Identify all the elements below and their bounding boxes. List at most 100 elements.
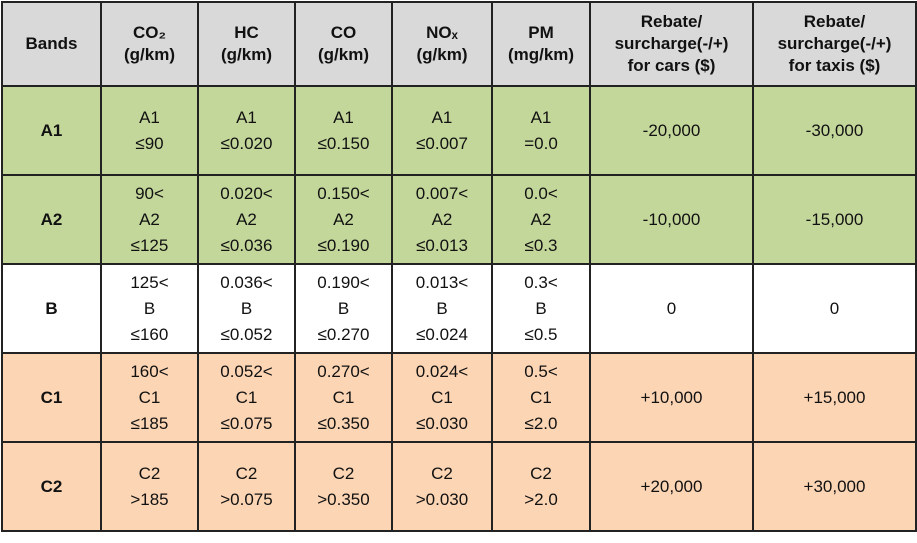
cell-line: A1 xyxy=(333,107,354,127)
value-cell: 0.5< C1 ≤2.0 xyxy=(491,352,591,443)
cell-line: >0.075 xyxy=(220,489,273,509)
cell-line: A2 xyxy=(530,209,552,229)
bands-table: Bands CO₂ (g/km) HC (g/km) CO (g/km) NOₓ (g/km) P… xyxy=(1,1,917,532)
cell-line: C2 xyxy=(235,463,258,483)
value-cell: -20,000 xyxy=(589,85,754,176)
cell-line: PM xyxy=(528,23,554,42)
cell-line: 0.020< xyxy=(220,183,273,203)
cell-line: =0.0 xyxy=(524,133,558,153)
cell-line: NOₓ xyxy=(426,23,458,42)
cell-line: B xyxy=(436,298,448,318)
value-cell: 0.190< B ≤0.270 xyxy=(294,263,393,354)
cell-line: ≤0.270 xyxy=(317,324,370,344)
cell-line: ≤90 xyxy=(135,133,164,153)
cell-line: Rebate/ xyxy=(803,12,866,31)
value-cell: 0.036< B ≤0.052 xyxy=(197,263,296,354)
cell-line: +20,000 xyxy=(640,476,703,496)
cell-line: HC xyxy=(234,23,259,42)
cell-line: ≤0.007 xyxy=(416,133,468,153)
cell-line: C1 xyxy=(40,387,63,407)
cell-line: ≤0.013 xyxy=(416,235,468,255)
cell-line: 0 xyxy=(666,298,677,318)
cell-line: A2 xyxy=(431,209,453,229)
cell-line: ≤0.150 xyxy=(317,133,370,153)
cell-line: A1 xyxy=(40,120,63,140)
cell-line: for cars ($) xyxy=(627,56,716,75)
cell-line: Rebate/ xyxy=(640,12,703,31)
value-cell: A1 =0.0 xyxy=(491,85,591,176)
value-cell: C2 >0.075 xyxy=(197,441,296,532)
value-cell: A1 ≤0.020 xyxy=(197,85,296,176)
cell-line: B xyxy=(143,298,156,318)
header-cell: HC (g/km) xyxy=(197,1,296,87)
header-cell: PM (mg/km) xyxy=(491,1,591,87)
value-cell: +15,000 xyxy=(752,352,917,443)
table-row: A1 A1 ≤90 A1 ≤0.020 A1 ≤0.150 A1 ≤0.007 A1 =0.0 -20… xyxy=(1,85,917,176)
value-cell: C2 >0.030 xyxy=(391,441,493,532)
cell-line: -10,000 xyxy=(642,209,701,229)
cell-line: (g/km) xyxy=(124,45,175,64)
band-cell: A2 xyxy=(1,174,102,265)
table-row: C2 C2 >185 C2 >0.075 C2 >0.350 C2 >0.030 C2 >2.0 +2… xyxy=(1,441,917,532)
cell-line: 125< xyxy=(130,272,169,292)
cell-line: CO₂ xyxy=(132,23,167,42)
cell-line: A1 xyxy=(236,107,257,127)
cell-line: A2 xyxy=(236,209,257,229)
cell-line: 90< xyxy=(135,183,164,203)
value-cell: -10,000 xyxy=(589,174,754,265)
cell-line: -30,000 xyxy=(805,120,864,140)
cell-line: C1 xyxy=(332,387,355,407)
cell-line: ≤2.0 xyxy=(524,413,558,433)
cell-line: surcharge(-/+) xyxy=(777,34,892,53)
value-cell: 0.020< A2 ≤0.036 xyxy=(197,174,296,265)
cell-line: C2 xyxy=(530,463,552,483)
cell-line: A1 xyxy=(530,107,552,127)
cell-line: B xyxy=(240,298,253,318)
cell-line: C1 xyxy=(235,387,258,407)
table-row: A2 90< A2 ≤125 0.020< A2 ≤0.036 0.150< A2 ≤0.190 0… xyxy=(1,174,917,265)
header-cell: CO₂ (g/km) xyxy=(100,1,199,87)
value-cell: +30,000 xyxy=(752,441,917,532)
cell-line: (g/km) xyxy=(318,45,369,64)
value-cell: 0.270< C1 ≤0.350 xyxy=(294,352,393,443)
cell-line: A1 xyxy=(431,107,453,127)
cell-line: >0.030 xyxy=(415,489,469,509)
value-cell: C2 >0.350 xyxy=(294,441,393,532)
cell-line: C1 xyxy=(138,387,161,407)
header-cell: CO (g/km) xyxy=(294,1,393,87)
cell-line: ≤0.190 xyxy=(317,235,370,255)
value-cell: A1 ≤90 xyxy=(100,85,199,176)
value-cell: 125< B ≤160 xyxy=(100,263,199,354)
band-cell: C2 xyxy=(1,441,102,532)
cell-line: >0.350 xyxy=(317,489,370,509)
cell-line: ≤0.052 xyxy=(220,324,273,344)
cell-line: CO xyxy=(330,23,357,42)
value-cell: 0.007< A2 ≤0.013 xyxy=(391,174,493,265)
header-cell: NOₓ (g/km) xyxy=(391,1,493,87)
value-cell: +20,000 xyxy=(589,441,754,532)
cell-line: 0.3< xyxy=(524,272,558,292)
cell-line: ≤0.3 xyxy=(524,235,558,255)
value-cell: C2 >2.0 xyxy=(491,441,591,532)
cell-line: ≤0.5 xyxy=(524,324,558,344)
cell-line: 0.150< xyxy=(317,183,370,203)
cell-line: C1 xyxy=(431,387,453,407)
cell-line: 0 xyxy=(829,298,840,318)
cell-line: ≤125 xyxy=(130,235,169,255)
cell-line: 0.052< xyxy=(220,361,273,381)
cell-line: A2 xyxy=(40,209,63,229)
cell-line: +30,000 xyxy=(803,476,866,496)
cell-line: (g/km) xyxy=(416,45,468,64)
value-cell: A1 ≤0.007 xyxy=(391,85,493,176)
cell-line: 0.007< xyxy=(415,183,469,203)
value-cell: -15,000 xyxy=(752,174,917,265)
cell-line: C2 xyxy=(332,463,355,483)
cell-line: >185 xyxy=(130,489,169,509)
value-cell: 90< A2 ≤125 xyxy=(100,174,199,265)
cell-line: B xyxy=(45,298,58,318)
value-cell: C2 >185 xyxy=(100,441,199,532)
cell-line: B xyxy=(337,298,350,318)
cell-line: 160< xyxy=(130,361,169,381)
value-cell: -30,000 xyxy=(752,85,917,176)
cell-line: C1 xyxy=(530,387,552,407)
